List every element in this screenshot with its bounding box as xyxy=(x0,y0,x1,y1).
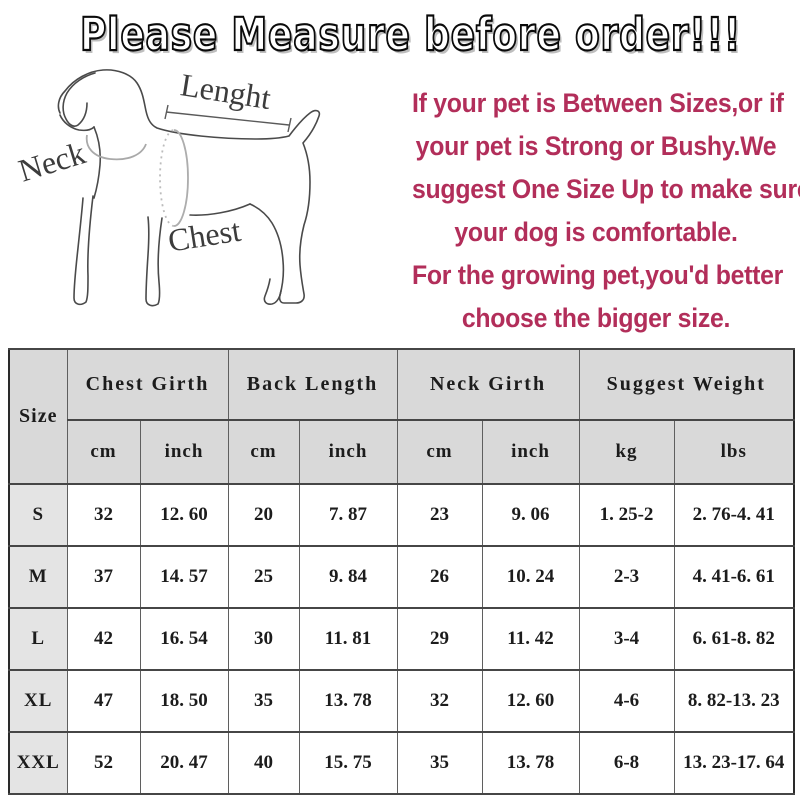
length-label: Lenght xyxy=(178,66,273,116)
unit-header-cm: cm xyxy=(396,419,483,485)
dog-front-leg-near xyxy=(73,195,94,306)
size-cell: S xyxy=(8,483,68,547)
page-title: Please Measure before order!!! xyxy=(79,7,742,62)
unit-header-kg: kg xyxy=(578,419,675,485)
size-chart-table: Size Chest Girth Back Length Neck Girth … xyxy=(8,348,796,795)
dog-ear xyxy=(62,72,96,127)
value-cell: 42 xyxy=(66,607,141,671)
note-line: choose the bigger size. xyxy=(461,303,731,333)
unit-header-cm: cm xyxy=(66,419,141,485)
value-cell: 2-3 xyxy=(578,545,675,609)
unit-header-inch: inch xyxy=(139,419,229,485)
dog-rear-foot-far xyxy=(263,278,282,305)
value-cell: 7. 87 xyxy=(298,483,398,547)
value-cell: 26 xyxy=(396,545,483,609)
table-row: XXL 52 20. 47 40 15. 75 35 13. 78 6-8 13… xyxy=(8,731,795,795)
unit-header-inch: inch xyxy=(298,419,398,485)
neck-label: Neck xyxy=(14,134,89,188)
value-cell: 15. 75 xyxy=(298,731,398,795)
header-size: Size xyxy=(8,348,68,485)
value-cell: 23 xyxy=(396,483,483,547)
value-cell: 18. 50 xyxy=(139,669,229,733)
value-cell: 14. 57 xyxy=(139,545,229,609)
sizing-advice-note: If your pet is Between Sizes,or if your … xyxy=(412,82,800,340)
dog-measurement-diagram: Neck Lenght Chest xyxy=(0,66,400,338)
value-cell: 40 xyxy=(227,731,300,795)
dog-line-art: Neck Lenght Chest xyxy=(14,66,321,307)
size-cell: L xyxy=(8,607,68,671)
chest-girth-arc-solid xyxy=(173,129,189,227)
dog-front-leg-far xyxy=(145,216,163,307)
size-cell: XL xyxy=(8,669,68,733)
chest-girth-arc-dotted xyxy=(159,129,175,227)
value-cell: 20. 47 xyxy=(139,731,229,795)
value-cell: 2. 76-4. 41 xyxy=(673,483,795,547)
note-line: your dog is comfortable. xyxy=(454,217,738,247)
dog-jaw xyxy=(59,114,95,132)
unit-header-inch: inch xyxy=(481,419,580,485)
dog-belly-line xyxy=(189,203,251,216)
value-cell: 13. 23-17. 64 xyxy=(673,731,795,795)
table-row: XL 47 18. 50 35 13. 78 32 12. 60 4-6 8. … xyxy=(8,669,795,733)
note-line: For the growing pet,you'd better xyxy=(412,260,784,290)
note-line: If your pet is Between Sizes,or if xyxy=(412,88,784,118)
value-cell: 32 xyxy=(396,669,483,733)
value-cell: 3-4 xyxy=(578,607,675,671)
value-cell: 13. 78 xyxy=(481,731,580,795)
value-cell: 11. 42 xyxy=(481,607,580,671)
value-cell: 52 xyxy=(66,731,141,795)
note-line: your pet is Strong or Bushy.We xyxy=(415,131,777,161)
table-row: M 37 14. 57 25 9. 84 26 10. 24 2-3 4. 41… xyxy=(8,545,795,609)
value-cell: 11. 81 xyxy=(298,607,398,671)
unit-header-lbs: lbs xyxy=(673,419,795,485)
value-cell: 35 xyxy=(227,669,300,733)
chest-label: Chest xyxy=(165,212,243,259)
value-cell: 25 xyxy=(227,545,300,609)
value-cell: 6-8 xyxy=(578,731,675,795)
header-chest-girth: Chest Girth xyxy=(66,348,229,421)
header-suggest-weight: Suggest Weight xyxy=(578,348,795,421)
value-cell: 8. 82-13. 23 xyxy=(673,669,795,733)
value-cell: 9. 06 xyxy=(481,483,580,547)
value-cell: 1. 25-2 xyxy=(578,483,675,547)
unit-header-cm: cm xyxy=(227,419,300,485)
value-cell: 35 xyxy=(396,731,483,795)
dog-neck-line xyxy=(93,126,102,199)
value-cell: 29 xyxy=(396,607,483,671)
value-cell: 20 xyxy=(227,483,300,547)
value-cell: 4-6 xyxy=(578,669,675,733)
value-cell: 9. 84 xyxy=(298,545,398,609)
value-cell: 37 xyxy=(66,545,141,609)
value-cell: 10. 24 xyxy=(481,545,580,609)
note-line: suggest One Size Up to make sure xyxy=(412,174,800,204)
neck-girth-arc xyxy=(85,134,147,161)
value-cell: 30 xyxy=(227,607,300,671)
value-cell: 47 xyxy=(66,669,141,733)
value-cell: 16. 54 xyxy=(139,607,229,671)
value-cell: 12. 60 xyxy=(481,669,580,733)
table-row: S 32 12. 60 20 7. 87 23 9. 06 1. 25-2 2.… xyxy=(8,483,795,547)
size-cell: M xyxy=(8,545,68,609)
size-cell: XXL xyxy=(8,731,68,795)
value-cell: 4. 41-6. 61 xyxy=(673,545,795,609)
header-neck-girth: Neck Girth xyxy=(396,348,580,421)
value-cell: 12. 60 xyxy=(139,483,229,547)
length-measure-line xyxy=(164,104,292,133)
value-cell: 32 xyxy=(66,483,141,547)
value-cell: 13. 78 xyxy=(298,669,398,733)
header-back-length: Back Length xyxy=(227,348,398,421)
table-row: L 42 16. 54 30 11. 81 29 11. 42 3-4 6. 6… xyxy=(8,607,795,671)
value-cell: 6. 61-8. 82 xyxy=(673,607,795,671)
